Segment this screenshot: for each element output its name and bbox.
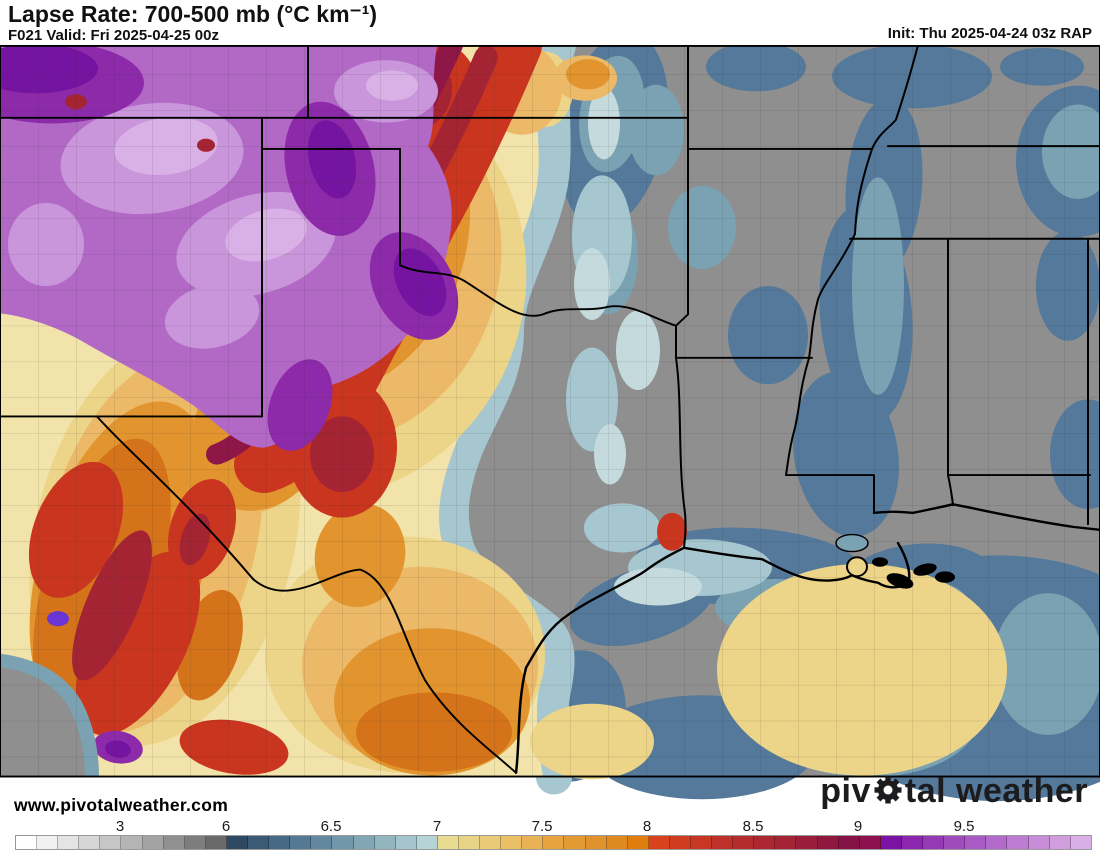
colorbar-cell bbox=[986, 836, 1008, 849]
colorbar-cell bbox=[733, 836, 755, 849]
colorbar-cell bbox=[965, 836, 987, 849]
colorbar-cell bbox=[184, 836, 206, 849]
map-area bbox=[0, 16, 1100, 820]
colorbar-tick-label: 7 bbox=[432, 818, 442, 835]
colorbar-cell bbox=[269, 836, 291, 849]
colorbar-cell bbox=[121, 836, 143, 849]
colorbar-tick-label: 9 bbox=[853, 818, 863, 835]
colorbar-cell bbox=[100, 836, 122, 849]
colorbar-tick-label: 6 bbox=[221, 818, 231, 835]
colorbar-cell bbox=[437, 836, 459, 849]
colorbar-ticks: 3 6 6.5 7 7.5 8 8.5 9 9.5 bbox=[0, 818, 1100, 835]
colorbar-cell bbox=[859, 836, 881, 849]
colorbar-cell bbox=[944, 836, 966, 849]
colorbar-cell bbox=[606, 836, 628, 849]
colorbar-cell bbox=[395, 836, 417, 849]
colorbar-cell bbox=[1049, 836, 1071, 849]
colorbar-cell bbox=[163, 836, 185, 849]
colorbar-cell bbox=[543, 836, 565, 849]
colorbar-cell bbox=[332, 836, 354, 849]
colorbar-cell bbox=[458, 836, 481, 849]
colorbar-cell bbox=[585, 836, 607, 849]
colorbar-cell bbox=[1070, 836, 1091, 849]
colorbar-cell bbox=[712, 836, 734, 849]
colorbar-tick-label: 8 bbox=[642, 818, 652, 835]
colorbar-cell bbox=[16, 836, 38, 849]
colorbar-cell bbox=[817, 836, 839, 849]
colorbar-cell bbox=[691, 836, 713, 849]
colorbar-cell bbox=[838, 836, 860, 849]
colorbar-cell bbox=[205, 836, 227, 849]
colorbar-cell bbox=[754, 836, 776, 849]
colorbar-cell bbox=[311, 836, 333, 849]
colorbar-cell bbox=[1028, 836, 1050, 849]
state-borders bbox=[0, 44, 1100, 774]
weather-map bbox=[0, 16, 1100, 802]
brand-watermark: piv tal weather bbox=[820, 773, 1088, 809]
colorbar-cell bbox=[522, 836, 544, 849]
brand-text-tal-weather: tal weather bbox=[904, 772, 1088, 810]
colorbar-cell bbox=[37, 836, 59, 849]
colorbar-cell bbox=[290, 836, 312, 849]
contour-yellow-spot-coast bbox=[846, 556, 868, 578]
colorbar-tick-label: 7.5 bbox=[531, 818, 553, 835]
colorbar-cell bbox=[669, 836, 691, 849]
gear-icon bbox=[873, 775, 903, 811]
colorbar-tick-label: 3 bbox=[115, 818, 125, 835]
colorbar-cell bbox=[648, 836, 670, 849]
county-lines-texture bbox=[0, 45, 1100, 778]
lake-outline bbox=[835, 533, 869, 553]
colorbar-cell bbox=[353, 836, 375, 849]
colorbar-cell bbox=[416, 836, 438, 849]
colorbar-cell bbox=[79, 836, 101, 849]
colorbar-cell bbox=[480, 836, 502, 849]
colorbar-cells bbox=[15, 835, 1092, 850]
colorbar-cell bbox=[374, 836, 396, 849]
colorbar-cell bbox=[58, 836, 80, 849]
valid-time-label: F021 Valid: Fri 2025-04-25 00z bbox=[8, 27, 219, 44]
colorbar-cell bbox=[501, 836, 523, 849]
init-time-label: Init: Thu 2025-04-24 03z RAP bbox=[887, 25, 1092, 42]
colorbar-tick-label: 8.5 bbox=[742, 818, 764, 835]
colorbar-tick-label: 6.5 bbox=[320, 818, 342, 835]
colorbar-cell bbox=[775, 836, 797, 849]
colorbar-cell bbox=[142, 836, 164, 849]
colorbar-tick-label: 9.5 bbox=[953, 818, 975, 835]
colorbar-cell bbox=[564, 836, 586, 849]
colorbar-cell bbox=[226, 836, 249, 849]
colorbar-cell bbox=[627, 836, 649, 849]
header: Lapse Rate: 700-500 mb (°C km⁻¹) F021 Va… bbox=[0, 0, 1100, 45]
colorbar-cell bbox=[1007, 836, 1029, 849]
colorbar-cell bbox=[796, 836, 818, 849]
colorbar-cell bbox=[901, 836, 924, 849]
colorbar-cell bbox=[248, 836, 270, 849]
coastline bbox=[514, 503, 1100, 774]
site-url-watermark: www.pivotalweather.com bbox=[14, 795, 229, 815]
map-title: Lapse Rate: 700-500 mb (°C km⁻¹) bbox=[8, 1, 378, 27]
brand-text-piv: piv bbox=[820, 772, 871, 810]
colorbar-cell bbox=[880, 836, 902, 849]
colorbar-cell bbox=[923, 836, 945, 849]
map-frame bbox=[0, 45, 1100, 778]
